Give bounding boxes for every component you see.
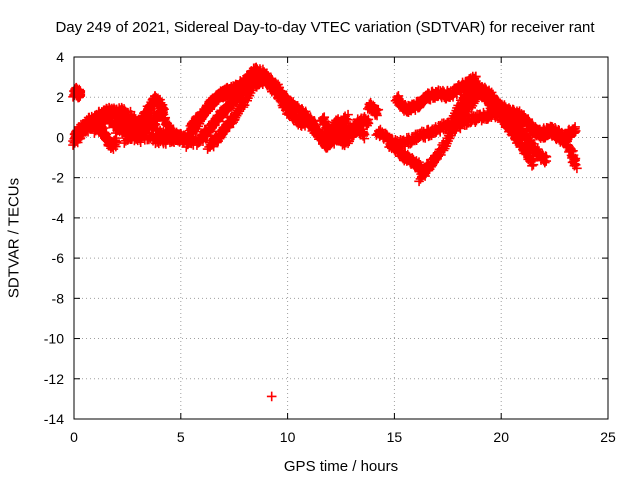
data-point bbox=[572, 163, 582, 174]
data-point bbox=[570, 159, 581, 170]
y-tick-label: -14 bbox=[44, 411, 64, 427]
data-point bbox=[119, 123, 130, 134]
series-track-1 bbox=[68, 82, 86, 103]
data-point bbox=[570, 127, 580, 137]
data-point bbox=[540, 157, 550, 168]
series-track-16 bbox=[316, 109, 353, 145]
data-point bbox=[234, 82, 244, 92]
x-tick-label: 10 bbox=[280, 429, 296, 445]
data-point bbox=[373, 104, 384, 115]
series-track-15 bbox=[307, 121, 370, 153]
data-point bbox=[359, 129, 370, 140]
y-tick-label: 0 bbox=[56, 129, 64, 145]
y-tick-label: -2 bbox=[52, 170, 65, 186]
data-point bbox=[150, 118, 160, 129]
y-tick-label: 4 bbox=[56, 49, 64, 65]
data-points bbox=[68, 62, 582, 402]
y-tick-label: 2 bbox=[56, 89, 64, 105]
y-tick-label: -8 bbox=[52, 290, 65, 306]
data-point bbox=[235, 83, 246, 94]
data-point bbox=[343, 109, 353, 120]
data-point bbox=[541, 152, 552, 162]
series-track-25 bbox=[525, 122, 581, 147]
data-point bbox=[471, 71, 481, 82]
y-tick-label: -4 bbox=[52, 210, 65, 226]
data-point bbox=[372, 110, 382, 121]
x-tick-label: 5 bbox=[177, 429, 185, 445]
series-track-20 bbox=[390, 71, 481, 117]
y-tick-label: -6 bbox=[52, 250, 65, 266]
y-tick-label: -12 bbox=[44, 371, 64, 387]
x-tick-label: 0 bbox=[70, 429, 78, 445]
series-track-26 bbox=[266, 391, 277, 402]
axis-frame bbox=[73, 56, 609, 420]
data-point bbox=[175, 135, 185, 145]
series-track-17 bbox=[363, 97, 384, 121]
data-point bbox=[75, 91, 85, 101]
y-axis-label: SDTVAR / TECUs bbox=[5, 177, 23, 299]
x-tick-label: 20 bbox=[493, 429, 509, 445]
series-track-10 bbox=[183, 82, 246, 138]
x-tick-label: 25 bbox=[600, 429, 616, 445]
series-track-7 bbox=[100, 111, 185, 149]
data-point bbox=[363, 118, 374, 129]
data-point bbox=[527, 160, 537, 171]
x-tick-label: 15 bbox=[387, 429, 403, 445]
data-point bbox=[266, 391, 277, 402]
data-point bbox=[111, 136, 122, 147]
chart-title: Day 249 of 2021, Sidereal Day-to-day VTE… bbox=[55, 19, 595, 36]
x-axis-label: GPS time / hours bbox=[283, 458, 399, 475]
data-point bbox=[528, 156, 539, 166]
y-tick-label: -10 bbox=[44, 331, 64, 347]
